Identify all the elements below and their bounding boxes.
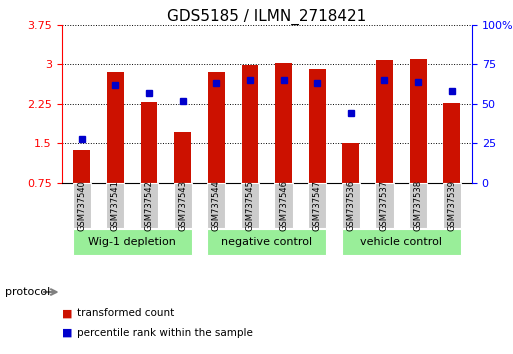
Bar xyxy=(73,183,91,228)
Text: GSM737547: GSM737547 xyxy=(313,180,322,231)
Bar xyxy=(409,183,427,228)
Bar xyxy=(443,103,460,183)
Text: transformed count: transformed count xyxy=(77,308,174,318)
Bar xyxy=(308,183,326,228)
Bar xyxy=(174,132,191,183)
Bar xyxy=(106,183,125,228)
Bar xyxy=(376,60,393,183)
Bar xyxy=(342,229,461,255)
Text: vehicle control: vehicle control xyxy=(360,237,442,247)
Bar xyxy=(73,229,192,255)
Text: GSM737545: GSM737545 xyxy=(245,180,254,231)
Bar xyxy=(242,65,259,183)
Text: GSM737539: GSM737539 xyxy=(447,180,456,231)
Bar xyxy=(274,183,292,228)
Bar xyxy=(343,143,359,183)
Bar xyxy=(173,183,192,228)
Bar xyxy=(208,72,225,183)
Text: ■: ■ xyxy=(62,328,72,338)
Text: Wig-1 depletion: Wig-1 depletion xyxy=(88,237,176,247)
Bar xyxy=(141,102,157,183)
Text: protocol: protocol xyxy=(5,287,50,297)
Text: percentile rank within the sample: percentile rank within the sample xyxy=(77,328,253,338)
Title: GDS5185 / ILMN_2718421: GDS5185 / ILMN_2718421 xyxy=(167,8,366,25)
Text: GSM737541: GSM737541 xyxy=(111,180,120,231)
Bar xyxy=(275,63,292,183)
Text: GSM737538: GSM737538 xyxy=(413,180,423,231)
Text: GSM737542: GSM737542 xyxy=(145,180,153,231)
Text: ■: ■ xyxy=(62,308,72,318)
Text: GSM737536: GSM737536 xyxy=(346,180,356,231)
Bar xyxy=(140,183,158,228)
Text: GSM737543: GSM737543 xyxy=(178,180,187,231)
Bar xyxy=(73,150,90,183)
Text: GSM737537: GSM737537 xyxy=(380,180,389,231)
Bar xyxy=(376,183,393,228)
Bar xyxy=(207,229,326,255)
Text: GSM737546: GSM737546 xyxy=(279,180,288,231)
Bar xyxy=(443,183,461,228)
Bar xyxy=(309,69,326,183)
Bar xyxy=(241,183,259,228)
Text: GSM737544: GSM737544 xyxy=(212,180,221,231)
Bar xyxy=(342,183,360,228)
Bar xyxy=(410,59,426,183)
Bar xyxy=(107,72,124,183)
Bar xyxy=(207,183,225,228)
Text: negative control: negative control xyxy=(221,237,312,247)
Text: GSM737540: GSM737540 xyxy=(77,180,86,231)
